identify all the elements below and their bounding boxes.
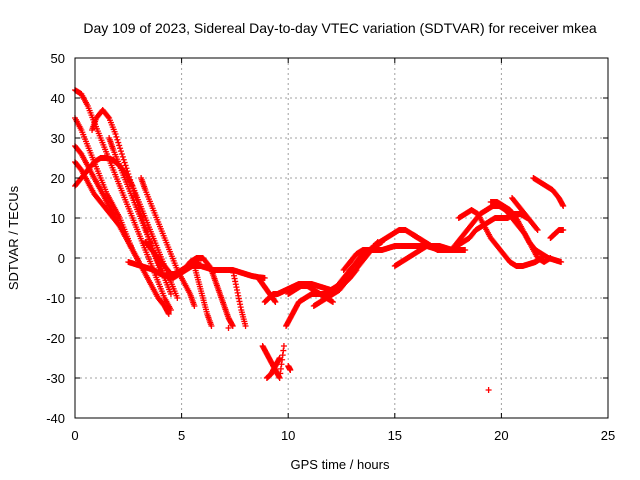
data-point (125, 171, 132, 177)
x-tick-label: 0 (71, 428, 78, 443)
y-tick-label: 40 (51, 91, 65, 106)
data-point (329, 299, 336, 305)
data-point (276, 355, 283, 361)
data-point (119, 153, 126, 160)
data-point (280, 343, 287, 349)
data-point (167, 291, 174, 297)
data-point (121, 159, 128, 166)
series-track-31 (530, 175, 567, 209)
series-track-33 (485, 387, 492, 393)
series-track-20 (259, 343, 287, 381)
chart-title: Day 109 of 2023, Sidereal Day-to-day VTE… (83, 20, 596, 36)
series-track-21 (263, 355, 283, 381)
data-point (115, 139, 122, 146)
x-tick-label: 5 (178, 428, 185, 443)
x-tick-label: 15 (388, 428, 402, 443)
series-track-14 (229, 267, 249, 329)
y-tick-label: 0 (58, 251, 65, 266)
data-point (116, 142, 123, 149)
y-axis-label: SDTVAR / TECUs (6, 185, 21, 290)
series-track-19 (255, 275, 279, 305)
data-point (122, 162, 129, 169)
y-tick-label: -30 (46, 371, 65, 386)
x-axis-label: GPS time / hours (291, 457, 390, 472)
data-point (118, 151, 125, 157)
data-point (132, 193, 139, 200)
data-point (123, 165, 130, 172)
series-track-26 (408, 211, 530, 253)
y-tick-label: 50 (51, 51, 65, 66)
y-tick-label: 20 (51, 171, 65, 186)
data-point (558, 259, 565, 265)
data-point (124, 168, 131, 175)
data-point (485, 387, 492, 393)
y-tick-label: -10 (46, 291, 65, 306)
x-tick-label: 20 (494, 428, 508, 443)
data-point (117, 145, 124, 152)
data-point (120, 156, 127, 163)
series-track-8 (138, 175, 198, 309)
data-point (191, 303, 198, 309)
data-point (105, 113, 112, 120)
data-point (129, 247, 136, 253)
series-track-4 (72, 159, 136, 253)
data-point (114, 136, 121, 143)
y-tick-label: -40 (46, 411, 65, 426)
data-point (534, 227, 541, 233)
data-point (462, 247, 469, 253)
data-point (165, 311, 172, 317)
data-point (225, 325, 232, 331)
data-point (208, 323, 215, 329)
data-point (560, 227, 567, 233)
series-track-12 (191, 263, 215, 329)
axis-ticks: 0 5 10 15 20 25 -40 -30 -20 -10 0 10 20 30 40 50 (46, 51, 615, 443)
data-point (287, 367, 294, 373)
data-point (261, 275, 268, 281)
y-tick-label: 10 (51, 211, 65, 226)
x-tick-label: 25 (601, 428, 615, 443)
data-point (113, 133, 120, 140)
series-track-23 (340, 243, 456, 273)
plot-frame (74, 57, 609, 419)
data-point (229, 323, 236, 329)
series-track-30 (509, 195, 541, 233)
data-point (174, 295, 181, 301)
data-point (533, 225, 540, 232)
series-track-28 (455, 207, 545, 269)
series-track-34 (225, 325, 232, 331)
y-tick-label: -20 (46, 331, 65, 346)
series-track-13 (208, 267, 236, 329)
series-track-32 (547, 227, 567, 241)
series-track-1 (72, 87, 174, 313)
data-point (242, 323, 249, 329)
series-track-29 (487, 199, 565, 265)
data-point (128, 182, 135, 189)
data-point (272, 299, 279, 305)
y-tick-label: 30 (51, 131, 65, 146)
data-point (117, 148, 124, 155)
data-point (560, 203, 567, 209)
data-points (72, 87, 567, 393)
series-track-22 (285, 363, 294, 373)
data-point (112, 131, 119, 137)
x-tick-label: 10 (281, 428, 295, 443)
